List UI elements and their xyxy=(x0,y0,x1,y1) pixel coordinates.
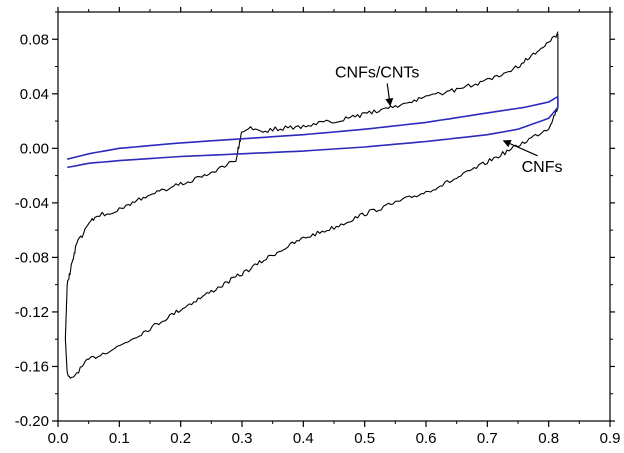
x-tick-label: 0.1 xyxy=(109,430,130,447)
annotation-cnfs-arrow xyxy=(502,139,538,157)
y-axis-ticks: -0.20 -0.16 -0.12 -0.08 -0.04 0.00 0.04 0.08 xyxy=(15,11,615,430)
x-tick-label: 0.5 xyxy=(354,430,375,447)
x-tick-label: 0.6 xyxy=(416,430,437,447)
x-tick-label: 0.3 xyxy=(232,430,253,447)
annotation-layer: CNFs/CNTs CNFs xyxy=(335,64,563,175)
x-tick-label: 0.9 xyxy=(600,430,621,447)
y-tick-label: -0.20 xyxy=(15,413,49,430)
x-tick-label: 0.2 xyxy=(170,430,191,447)
x-tick-label: 0.4 xyxy=(293,430,314,447)
annotation-cnfs-cnts-arrow xyxy=(385,83,394,107)
y-tick-label: 0.08 xyxy=(20,31,49,48)
x-axis-ticks: 0.0 0.1 0.2 0.3 0.4 0.5 0.6 0.7 0.8 0.9 xyxy=(48,7,621,447)
y-tick-label: -0.04 xyxy=(15,195,49,212)
y-tick-label: -0.08 xyxy=(15,249,49,266)
annotation-cnfs-cnts-label: CNFs/CNTs xyxy=(335,64,419,81)
series-line-cnfs xyxy=(67,95,559,169)
y-tick-label: 0.00 xyxy=(20,140,49,157)
annotation-cnfs-label: CNFs xyxy=(522,159,563,176)
y-tick-label: 0.04 xyxy=(20,86,49,103)
y-tick-label: -0.12 xyxy=(15,304,49,321)
y-tick-label: -0.16 xyxy=(15,358,49,375)
x-tick-label: 0.0 xyxy=(48,430,69,447)
x-tick-label: 0.7 xyxy=(477,430,498,447)
x-tick-label: 0.8 xyxy=(538,430,559,447)
series-line-cnfs-cnts xyxy=(64,31,559,379)
series-layer xyxy=(64,31,559,379)
